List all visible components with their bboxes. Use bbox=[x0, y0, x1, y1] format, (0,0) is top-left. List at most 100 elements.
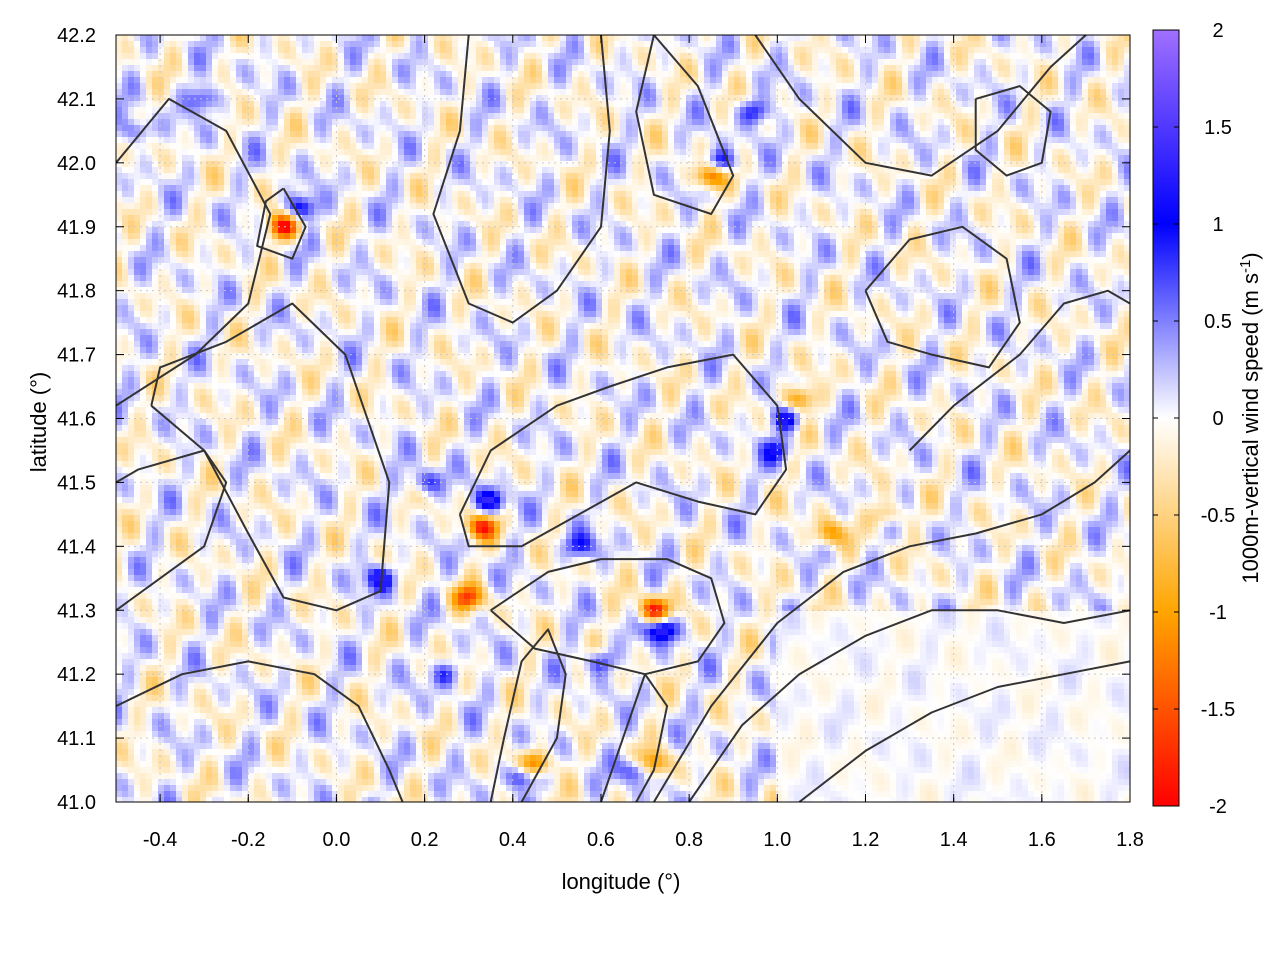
heatmap-cell bbox=[500, 101, 507, 108]
heatmap-cell bbox=[344, 131, 351, 138]
heatmap-cell bbox=[248, 143, 255, 150]
heatmap-cell bbox=[728, 125, 735, 132]
heatmap-cell bbox=[674, 197, 681, 204]
heatmap-cell bbox=[206, 77, 213, 84]
heatmap-cell bbox=[530, 179, 537, 186]
heatmap-cell bbox=[680, 119, 687, 126]
heatmap-cell bbox=[662, 59, 669, 66]
heatmap-cell bbox=[290, 155, 297, 162]
heatmap-cell bbox=[278, 47, 285, 54]
heatmap-cell bbox=[422, 125, 429, 132]
heatmap-cell bbox=[1118, 35, 1125, 42]
heatmap-cell bbox=[968, 131, 975, 138]
heatmap-cell bbox=[932, 167, 939, 174]
heatmap-cell bbox=[974, 113, 981, 120]
heatmap-cell bbox=[194, 149, 201, 156]
heatmap-cell bbox=[1064, 125, 1071, 132]
heatmap-cell bbox=[482, 77, 489, 84]
heatmap-cell bbox=[248, 155, 255, 162]
heatmap-cell bbox=[440, 197, 447, 204]
heatmap-cell bbox=[1016, 119, 1023, 126]
heatmap-cell bbox=[194, 143, 201, 150]
heatmap-cell bbox=[260, 107, 267, 114]
heatmap-cell bbox=[926, 197, 933, 204]
heatmap-cell bbox=[812, 155, 819, 162]
heatmap-cell bbox=[644, 179, 651, 186]
heatmap-cell bbox=[344, 191, 351, 198]
heatmap-cell bbox=[332, 209, 339, 216]
heatmap-cell bbox=[752, 65, 759, 72]
heatmap-cell bbox=[572, 89, 579, 96]
heatmap-cell bbox=[434, 179, 441, 186]
heatmap-cell bbox=[716, 161, 723, 168]
heatmap-cell bbox=[968, 125, 975, 132]
heatmap-cell bbox=[434, 167, 441, 174]
heatmap-cell bbox=[314, 173, 321, 180]
heatmap-cell bbox=[332, 113, 339, 120]
heatmap-cell bbox=[260, 53, 267, 60]
heatmap-cell bbox=[452, 101, 459, 108]
heatmap-cell bbox=[794, 179, 801, 186]
heatmap-cell bbox=[944, 155, 951, 162]
heatmap-cell bbox=[440, 35, 447, 42]
heatmap-cell bbox=[464, 89, 471, 96]
heatmap-cell bbox=[152, 77, 159, 84]
heatmap-cell bbox=[980, 161, 987, 168]
heatmap-cell bbox=[650, 179, 657, 186]
heatmap-cell bbox=[668, 59, 675, 66]
heatmap-cell bbox=[680, 155, 687, 162]
heatmap-cell bbox=[620, 203, 627, 210]
heatmap-cell bbox=[506, 107, 513, 114]
heatmap-cell bbox=[932, 77, 939, 84]
heatmap-cell bbox=[992, 131, 999, 138]
heatmap-cell bbox=[470, 83, 477, 90]
heatmap-cell bbox=[1034, 143, 1041, 150]
heatmap-cell bbox=[842, 89, 849, 96]
heatmap-cell bbox=[1082, 113, 1089, 120]
heatmap-cell bbox=[890, 197, 897, 204]
heatmap-cell bbox=[200, 113, 207, 120]
heatmap-cell bbox=[134, 173, 141, 180]
heatmap-cell bbox=[746, 47, 753, 54]
heatmap-cell bbox=[518, 209, 525, 216]
heatmap-cell bbox=[398, 191, 405, 198]
heatmap-cell bbox=[620, 89, 627, 96]
heatmap-cell bbox=[134, 119, 141, 126]
heatmap-cell bbox=[860, 47, 867, 54]
heatmap-cell bbox=[344, 83, 351, 90]
heatmap-cell bbox=[206, 179, 213, 186]
heatmap-cell bbox=[296, 47, 303, 54]
heatmap-cell bbox=[746, 203, 753, 210]
heatmap-cell bbox=[680, 35, 687, 42]
heatmap-cell bbox=[344, 137, 351, 144]
heatmap-cell bbox=[206, 89, 213, 96]
heatmap-cell bbox=[212, 119, 219, 126]
heatmap-cell bbox=[704, 95, 711, 102]
heatmap-cell bbox=[536, 209, 543, 216]
heatmap-cell bbox=[236, 89, 243, 96]
heatmap-cell bbox=[872, 173, 879, 180]
heatmap-cell bbox=[494, 137, 501, 144]
heatmap-cell bbox=[1088, 101, 1095, 108]
heatmap-cell bbox=[296, 77, 303, 84]
heatmap-cell bbox=[866, 203, 873, 210]
heatmap-cell bbox=[416, 137, 423, 144]
heatmap-cell bbox=[428, 137, 435, 144]
heatmap-cell bbox=[590, 203, 597, 210]
heatmap-cell bbox=[506, 113, 513, 120]
heatmap-cell bbox=[692, 47, 699, 54]
heatmap-cell bbox=[710, 53, 717, 60]
heatmap-cell bbox=[884, 71, 891, 78]
heatmap-cell bbox=[836, 41, 843, 48]
heatmap-cell bbox=[746, 179, 753, 186]
heatmap-cell bbox=[1118, 65, 1125, 72]
heatmap-cell bbox=[254, 77, 261, 84]
heatmap-cell bbox=[932, 35, 939, 42]
heatmap-cell bbox=[458, 65, 465, 72]
heatmap-cell bbox=[332, 167, 339, 174]
heatmap-cell bbox=[194, 35, 201, 42]
heatmap-cell bbox=[1106, 161, 1113, 168]
heatmap-cell bbox=[710, 107, 717, 114]
heatmap-cell bbox=[758, 173, 765, 180]
heatmap-cell bbox=[446, 125, 453, 132]
